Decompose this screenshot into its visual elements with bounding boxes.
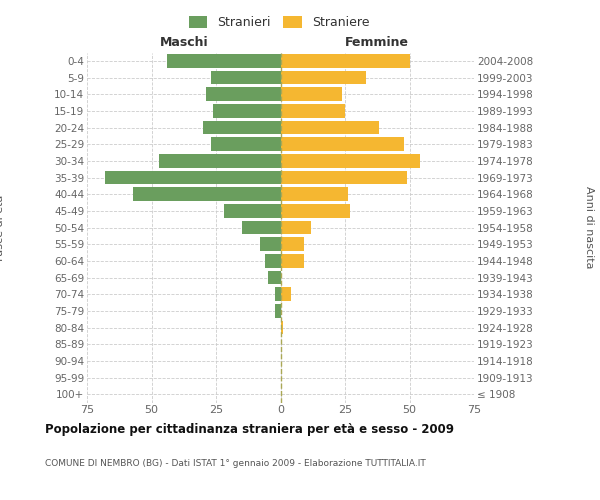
Bar xyxy=(214,104,281,118)
Text: COMUNE DI NEMBRO (BG) - Dati ISTAT 1° gennaio 2009 - Elaborazione TUTTITALIA.IT: COMUNE DI NEMBRO (BG) - Dati ISTAT 1° ge… xyxy=(45,459,426,468)
Text: Femmine: Femmine xyxy=(345,36,409,49)
Bar xyxy=(281,220,311,234)
Bar xyxy=(260,238,281,251)
Bar xyxy=(203,120,281,134)
Bar xyxy=(281,154,420,168)
Bar xyxy=(281,104,345,118)
Bar xyxy=(167,54,281,68)
Bar xyxy=(265,254,281,268)
Bar xyxy=(281,320,283,334)
Bar xyxy=(281,70,365,85)
Bar xyxy=(268,270,281,284)
Bar xyxy=(206,88,281,101)
Bar xyxy=(211,70,281,85)
Bar xyxy=(275,304,281,318)
Legend: Stranieri, Straniere: Stranieri, Straniere xyxy=(186,14,372,32)
Bar xyxy=(281,170,407,184)
Bar xyxy=(211,138,281,151)
Bar xyxy=(281,88,343,101)
Y-axis label: Fasce di età: Fasce di età xyxy=(0,194,5,260)
Bar xyxy=(159,154,281,168)
Bar xyxy=(281,138,404,151)
Bar xyxy=(224,204,281,218)
Bar xyxy=(281,54,409,68)
Y-axis label: Anni di nascita: Anni di nascita xyxy=(584,186,594,269)
Bar xyxy=(281,120,379,134)
Bar xyxy=(281,188,347,201)
Bar xyxy=(281,288,291,301)
Bar xyxy=(105,170,281,184)
Bar xyxy=(242,220,281,234)
Text: Popolazione per cittadinanza straniera per età e sesso - 2009: Popolazione per cittadinanza straniera p… xyxy=(45,422,454,436)
Bar xyxy=(275,288,281,301)
Bar xyxy=(281,238,304,251)
Text: Maschi: Maschi xyxy=(160,36,208,49)
Bar xyxy=(281,204,350,218)
Bar xyxy=(133,188,281,201)
Bar xyxy=(281,254,304,268)
